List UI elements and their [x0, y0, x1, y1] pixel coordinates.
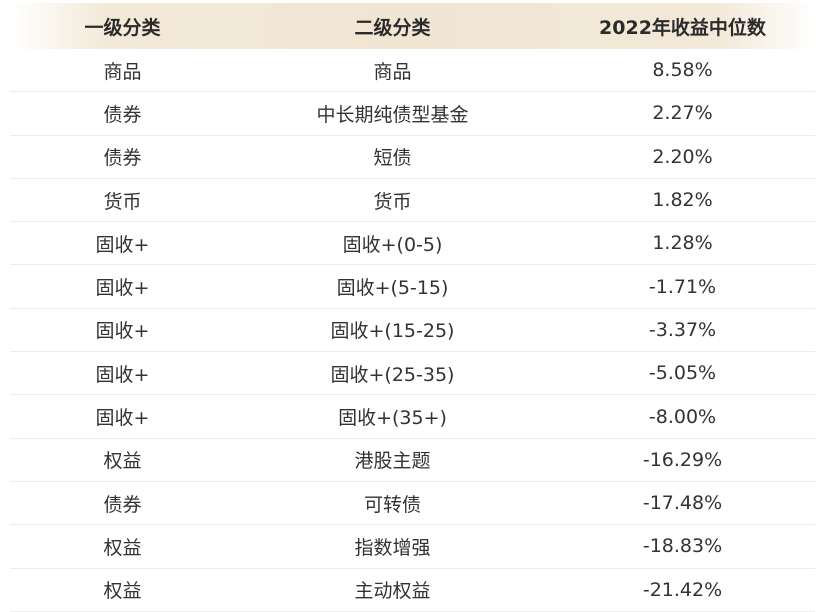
table-row: 固收+ 固收+(35+) -8.00% — [10, 394, 815, 439]
table-cell: -3.37% — [550, 308, 815, 353]
table-cell: 固收+(35+) — [235, 394, 550, 439]
table-cell: 可转债 — [235, 481, 550, 526]
table-cell: 权益 — [10, 438, 235, 482]
table-cell: 货币 — [10, 178, 235, 223]
table-cell: 指数增强 — [235, 524, 550, 569]
table-cell: 固收+(5-15) — [235, 264, 550, 309]
table-body: 商品 商品 8.58% 债券 中长期纯债型基金 2.27% 债券 短债 2.20% 货币 货币 1.8… — [10, 49, 815, 612]
table-row: 固收+ 固收+(25-35) -5.05% — [10, 351, 815, 396]
data-table: 一级分类 二级分类 2022年收益中位数 商品 商品 8.58% 债券 中长期纯债型基金 2.… — [10, 3, 815, 612]
table-cell: 固收+ — [10, 221, 235, 266]
table-cell: 商品 — [235, 49, 550, 93]
table-row: 固收+ 固收+(0-5) 1.28% — [10, 221, 815, 266]
header-cell: 一级分类 — [84, 16, 161, 39]
table-cell: 固收+(25-35) — [235, 351, 550, 396]
table-cell: 1.28% — [550, 221, 815, 266]
table-cell: 短债 — [235, 135, 550, 179]
table-cell: 货币 — [235, 178, 550, 223]
table-cell: -5.05% — [550, 351, 815, 396]
table-cell: 权益 — [10, 524, 235, 569]
table-row: 权益 主动权益 -21.42% — [10, 568, 815, 612]
table-cell: -21.42% — [550, 568, 815, 612]
table-cell: 2.27% — [550, 91, 815, 136]
table-cell: 中长期纯债型基金 — [235, 91, 550, 136]
table-cell: -1.71% — [550, 264, 815, 309]
table-row: 货币 货币 1.82% — [10, 178, 815, 223]
table-cell: 固收+ — [10, 264, 235, 309]
table-cell: 商品 — [10, 49, 235, 93]
header-cell: 2022年收益中位数 — [599, 16, 766, 39]
table-cell: -8.00% — [550, 394, 815, 439]
header-cell: 二级分类 — [354, 16, 431, 39]
table-cell: -18.83% — [550, 524, 815, 569]
table-cell: 固收+ — [10, 351, 235, 396]
table-cell: 固收+(15-25) — [235, 308, 550, 353]
table-row: 债券 中长期纯债型基金 2.27% — [10, 91, 815, 136]
table-row: 债券 短债 2.20% — [10, 135, 815, 179]
table-row: 权益 指数增强 -18.83% — [10, 524, 815, 569]
table-cell: 8.58% — [550, 49, 815, 93]
table-cell: 固收+(0-5) — [235, 221, 550, 266]
table-cell: -17.48% — [550, 481, 815, 526]
header-row: 一级分类 二级分类 2022年收益中位数 — [10, 3, 815, 49]
table-cell: 主动权益 — [235, 568, 550, 612]
page: 一级分类 二级分类 2022年收益中位数 商品 商品 8.58% 债券 中长期纯债型基金 2.… — [0, 3, 825, 612]
table-cell: 港股主题 — [235, 438, 550, 482]
table-cell: 权益 — [10, 568, 235, 612]
table-row: 商品 商品 8.58% — [10, 49, 815, 93]
table-cell: 固收+ — [10, 308, 235, 353]
table-cell: 债券 — [10, 91, 235, 136]
table-row: 固收+ 固收+(5-15) -1.71% — [10, 264, 815, 309]
table-cell: 1.82% — [550, 178, 815, 223]
table-cell: 2.20% — [550, 135, 815, 179]
table-cell: 债券 — [10, 135, 235, 179]
table-row: 权益 港股主题 -16.29% — [10, 438, 815, 482]
table-cell: 固收+ — [10, 394, 235, 439]
table-cell: -16.29% — [550, 438, 815, 482]
table-cell: 债券 — [10, 481, 235, 526]
table-row: 固收+ 固收+(15-25) -3.37% — [10, 308, 815, 353]
table-row: 债券 可转债 -17.48% — [10, 481, 815, 526]
table-header: 一级分类 二级分类 2022年收益中位数 — [10, 3, 815, 49]
